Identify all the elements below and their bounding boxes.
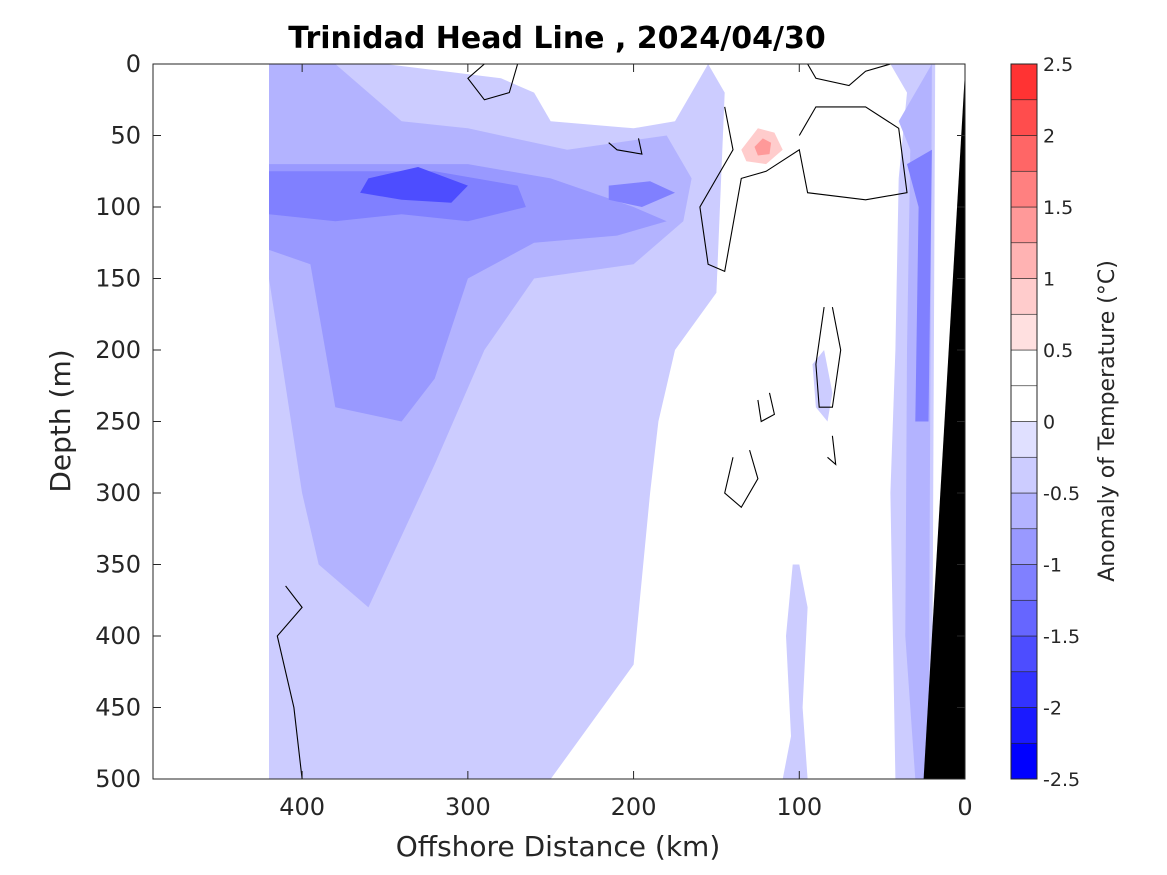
y-axis-ticks: 0 50 100 150 200 250 300 350 400 450 500	[95, 50, 965, 793]
anomaly-region-coastal-cool-core	[907, 149, 932, 422]
colorbar-tick-label--1.5: -1.5	[1043, 626, 1080, 648]
x-axis-label: Offshore Distance (km)	[396, 830, 721, 863]
zero-contour-3	[467, 64, 519, 101]
colorbar-tick-label-1.5: 1.5	[1043, 197, 1073, 219]
y-tick-label-50: 50	[110, 122, 141, 150]
y-tick-label-250: 250	[95, 408, 141, 436]
colorbar-swatch-16	[1010, 170, 1038, 208]
y-tick-label-0: 0	[126, 50, 141, 78]
colorbar-swatch-17	[1010, 135, 1038, 172]
colorbar-swatches	[1010, 63, 1038, 780]
colorbar-swatch-12	[1010, 313, 1038, 351]
seafloor-shape	[923, 71, 965, 779]
colorbar-swatch-10	[1010, 385, 1038, 422]
x-axis-ticks: 400 300 200 100 0	[279, 64, 973, 821]
anomaly-region-core-cool	[269, 164, 667, 422]
y-tick-label-400: 400	[95, 622, 141, 650]
colorbar-tick-label--1: -1	[1043, 555, 1062, 577]
anomaly-region-near-coast-weak-cool	[782, 564, 808, 779]
y-tick-label-150: 150	[95, 265, 141, 293]
y-axis-label: Depth (m)	[44, 349, 77, 492]
colorbar-swatch-11	[1010, 349, 1038, 387]
zero-contour-1	[699, 106, 908, 273]
x-tick-label-100: 100	[776, 793, 822, 821]
zero-contour-6	[724, 449, 759, 509]
colorbar-swatch-8	[1010, 456, 1038, 494]
y-tick-label-200: 200	[95, 336, 141, 364]
colorbar-swatch-14	[1010, 242, 1038, 279]
colorbar-swatch-5	[1010, 564, 1038, 601]
colorbar-swatch-15	[1010, 206, 1038, 244]
bathymetry	[923, 71, 965, 779]
x-tick-label-300: 300	[445, 793, 491, 821]
zero-contour-2	[807, 64, 891, 87]
colorbar-swatch-19	[1010, 63, 1038, 101]
colorbar-swatch-3	[1010, 635, 1038, 673]
y-tick-label-350: 350	[95, 551, 141, 579]
zero-contour-8	[827, 435, 837, 466]
colorbar-swatch-2	[1010, 671, 1038, 708]
colorbar-swatch-7	[1010, 492, 1038, 530]
y-tick-label-100: 100	[95, 193, 141, 221]
colorbar-frame	[1010, 63, 1038, 780]
colorbar-swatch-9	[1010, 421, 1038, 458]
colorbar-swatch-18	[1010, 99, 1038, 136]
colorbar-tick-label-0.5: 0.5	[1043, 340, 1073, 362]
colorbar: 2.5 2 1.5 1 0.5 0 -0.5 -1 -1.5 -2 -2.5 Anomaly of …	[1010, 54, 1120, 791]
anomaly-regions	[269, 64, 936, 779]
colorbar-swatch-13	[1010, 278, 1038, 315]
anomaly-region-strongest-cool-core	[360, 167, 468, 203]
colorbar-tick-label--0.5: -0.5	[1043, 483, 1080, 505]
zero-contour-7	[757, 392, 776, 423]
anomaly-region-secondary-cool-core	[608, 181, 675, 207]
colorbar-tick-label-0: 0	[1043, 412, 1055, 434]
colorbar-tick-label--2: -2	[1043, 698, 1062, 720]
x-tick-label-200: 200	[611, 793, 657, 821]
anomaly-region-midline-weak-cool	[812, 350, 833, 422]
colorbar-swatch-4	[1010, 599, 1038, 637]
zero-contour-9	[276, 585, 303, 779]
colorbar-swatch-1	[1010, 707, 1038, 744]
colorbar-tick-label--2.5: -2.5	[1043, 769, 1080, 791]
y-tick-label-450: 450	[95, 694, 141, 722]
anomaly-region-upper-warm-peak	[754, 138, 772, 156]
colorbar-tick-label-2.5: 2.5	[1043, 54, 1073, 76]
zero-contours	[276, 64, 908, 779]
colorbar-tick-label-1: 1	[1043, 269, 1055, 291]
zero-contour-5	[815, 306, 842, 408]
colorbar-ticks: 2.5 2 1.5 1 0.5 0 -0.5 -1 -1.5 -2 -2.5	[1043, 54, 1080, 791]
zero-contour-4	[608, 138, 643, 155]
chart-title: Trinidad Head Line , 2024/04/30	[288, 21, 825, 56]
colorbar-swatch-0	[1010, 742, 1038, 780]
y-tick-label-500: 500	[95, 765, 141, 793]
plot-area: 400 300 200 100 0 0 50 100 150 200 250 300 350 400 45…	[95, 50, 972, 821]
y-tick-label-300: 300	[95, 479, 141, 507]
colorbar-swatch-6	[1010, 528, 1038, 565]
colorbar-tick-label-2: 2	[1043, 126, 1055, 148]
x-tick-label-400: 400	[279, 793, 325, 821]
colorbar-label: Anomaly of Temperature (°C)	[1095, 260, 1120, 582]
x-tick-label-0: 0	[957, 793, 972, 821]
